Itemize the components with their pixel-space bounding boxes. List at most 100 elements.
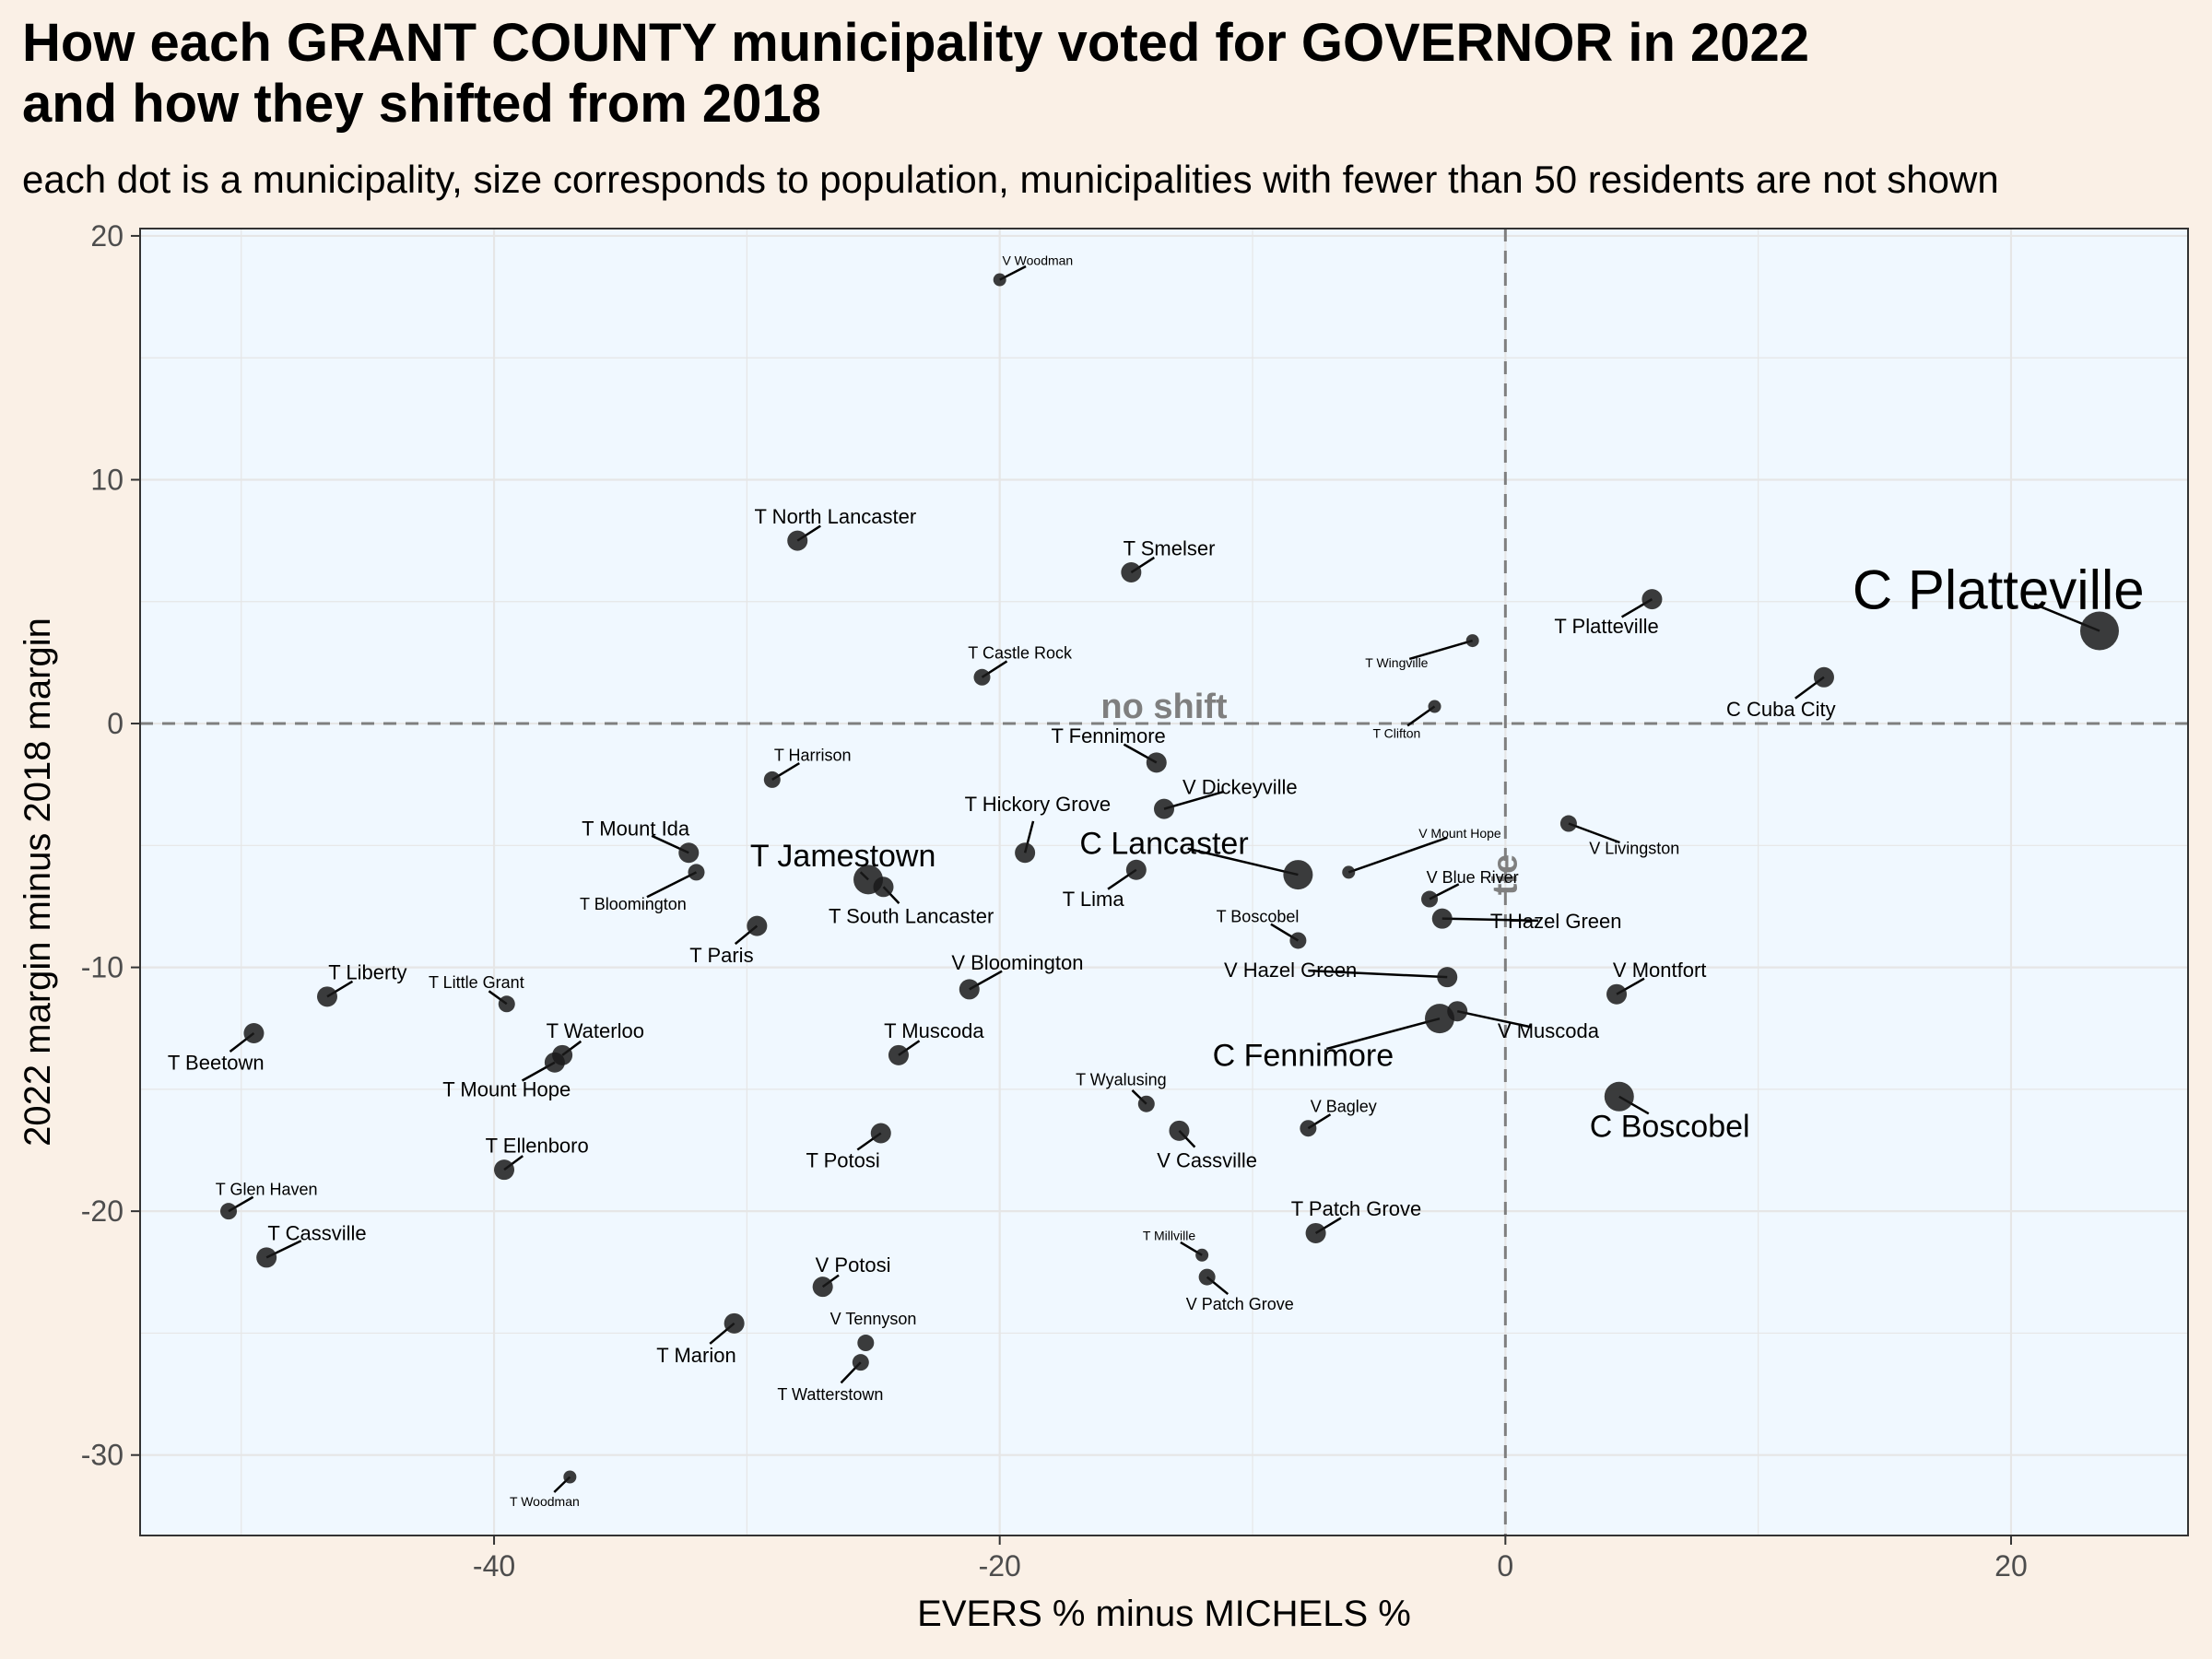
- point-t-platteville: [1641, 589, 1663, 610]
- point-t-bloomington: [688, 864, 705, 881]
- point-label-v-bagley: V Bagley: [1311, 1098, 1377, 1116]
- point-t-hazel-green: [1431, 908, 1453, 929]
- point-label-v-woodman: V Woodman: [1002, 253, 1073, 267]
- point-label-v-muscoda: V Muscoda: [1498, 1019, 1600, 1042]
- point-label-v-mount-hope: V Mount Hope: [1418, 826, 1501, 841]
- point-t-watterstown: [852, 1354, 869, 1371]
- chart-subtitle: each dot is a municipality, size corresp…: [22, 158, 1999, 201]
- point-v-bagley: [1300, 1120, 1317, 1137]
- point-t-glen-haven: [220, 1203, 238, 1220]
- plot-border: [139, 228, 2189, 1536]
- point-label-v-dickeyville: V Dickeyville: [1182, 776, 1298, 799]
- point-label-t-muscoda: T Muscoda: [884, 1019, 984, 1042]
- point-label-c-boscobel: C Boscobel: [1590, 1109, 1750, 1144]
- point-t-liberty: [316, 986, 337, 1007]
- label-leader-v-mount-hope: [1347, 836, 1448, 874]
- point-t-wingville: [1465, 634, 1479, 648]
- point-label-t-fennimore: T Fennimore: [1051, 724, 1165, 747]
- x-tick-label: -40: [473, 1549, 515, 1583]
- point-t-north-lancaster: [787, 530, 808, 551]
- point-c-platteville: [2079, 611, 2119, 651]
- point-v-hazel-green: [1437, 967, 1458, 988]
- point-t-fennimore: [1146, 752, 1167, 773]
- point-v-cassville: [1169, 1120, 1190, 1141]
- point-v-mount-hope: [1342, 865, 1356, 879]
- point-t-hickory-grove: [1015, 842, 1036, 864]
- point-label-v-patch-grove: V Patch Grove: [1186, 1295, 1294, 1313]
- point-t-cassville: [256, 1247, 277, 1268]
- point-v-dickeyville: [1154, 798, 1174, 819]
- point-label-t-harrison: T Harrison: [774, 747, 852, 765]
- point-label-t-north-lancaster: T North Lancaster: [755, 505, 917, 528]
- point-t-patch-grove: [1305, 1222, 1326, 1243]
- point-c-boscobel: [1604, 1081, 1634, 1112]
- point-label-t-potosi: T Potosi: [806, 1148, 879, 1171]
- label-leader-v-muscoda: [1456, 1009, 1532, 1029]
- point-t-beetown: [243, 1023, 265, 1044]
- point-label-v-potosi: V Potosi: [816, 1253, 891, 1277]
- point-label-c-fennimore: C Fennimore: [1213, 1039, 1394, 1074]
- chart-title: How each GRANT COUNTY municipality voted…: [22, 13, 2197, 135]
- point-t-marion: [724, 1312, 745, 1334]
- point-v-montfort: [1606, 983, 1628, 1005]
- point-label-t-marion: T Marion: [656, 1344, 735, 1367]
- point-c-cuba-city: [1813, 666, 1834, 688]
- label-leader-v-livingston: [1568, 822, 1620, 844]
- point-c-lancaster: [1283, 860, 1313, 890]
- point-label-v-montfort: V Montfort: [1613, 959, 1706, 982]
- point-t-muscoda: [888, 1044, 909, 1065]
- point-label-t-glen-haven: T Glen Haven: [216, 1181, 318, 1199]
- y-axis-title: 2022 margin minus 2018 margin: [18, 618, 58, 1147]
- point-label-t-hazel-green: T Hazel Green: [1490, 910, 1622, 933]
- point-c-fennimore: [1425, 1004, 1455, 1034]
- point-t-potosi: [870, 1123, 891, 1144]
- point-t-mount-ida: [678, 842, 700, 864]
- point-t-clifton: [1428, 700, 1441, 713]
- y-tick-label: 10: [90, 463, 124, 496]
- point-label-c-lancaster: C Lancaster: [1079, 827, 1248, 862]
- point-label-v-hazel-green: V Hazel Green: [1224, 959, 1357, 982]
- point-t-lima: [1125, 859, 1147, 880]
- point-label-t-wyalusing: T Wyalusing: [1076, 1071, 1167, 1089]
- point-label-v-tennyson: V Tennyson: [830, 1310, 917, 1328]
- point-label-t-jamestown: T Jamestown: [750, 839, 936, 874]
- x-tick-label: 0: [1497, 1549, 1513, 1583]
- title-line-2: and how they shifted from 2018: [22, 74, 821, 134]
- point-t-paris: [747, 915, 768, 936]
- point-label-t-liberty: T Liberty: [328, 961, 406, 984]
- label-leader-c-lancaster: [1187, 847, 1299, 877]
- point-label-v-cassville: V Cassville: [1157, 1148, 1257, 1171]
- point-label-c-cuba-city: C Cuba City: [1726, 698, 1836, 721]
- point-label-t-mount-hope: T Mount Hope: [442, 1078, 571, 1101]
- label-leader-c-fennimore: [1326, 1017, 1441, 1051]
- point-t-harrison: [763, 771, 781, 788]
- data-points: C Platteville C Cuba City T Platteville T W…: [168, 253, 2145, 1509]
- point-label-t-paris: T Paris: [689, 944, 753, 967]
- point-label-t-ellenboro: T Ellenboro: [486, 1134, 589, 1157]
- y-tick-label: 0: [107, 707, 124, 740]
- axis-ticks: -40 -20 0 20 20 10 0 -10 -20 -30: [81, 219, 2028, 1583]
- point-v-livingston: [1559, 815, 1577, 832]
- x-tick-label: 20: [1994, 1549, 2028, 1583]
- point-v-patch-grove: [1198, 1268, 1216, 1286]
- point-t-mount-hope: [544, 1052, 565, 1073]
- grid-lines: [140, 229, 2188, 1535]
- x-axis-title: EVERS % minus MICHELS %: [917, 1594, 1411, 1634]
- point-label-v-bloomington: V Bloomington: [951, 951, 1083, 974]
- point-t-woodman: [563, 1470, 577, 1484]
- point-label-t-cassville: T Cassville: [267, 1222, 366, 1245]
- label-leader-t-hazel-green: [1441, 917, 1539, 923]
- reference-lines: no shift tie: [140, 229, 2188, 1535]
- x-tick-label: -20: [979, 1549, 1021, 1583]
- label-leader-v-hazel-green: [1308, 969, 1448, 979]
- y-tick-label: -30: [81, 1439, 124, 1472]
- label-leader-v-dickeyville: [1163, 790, 1224, 810]
- point-v-woodman: [993, 273, 1006, 287]
- title-line-1: How each GRANT COUNTY municipality voted…: [22, 13, 1810, 73]
- point-t-south-lancaster: [873, 877, 894, 898]
- point-label-t-watterstown: T Watterstown: [777, 1385, 883, 1404]
- point-label-t-castle-rock: T Castle Rock: [968, 644, 1073, 663]
- point-label-t-hickory-grove: T Hickory Grove: [965, 793, 1112, 816]
- y-tick-label: -20: [81, 1194, 124, 1228]
